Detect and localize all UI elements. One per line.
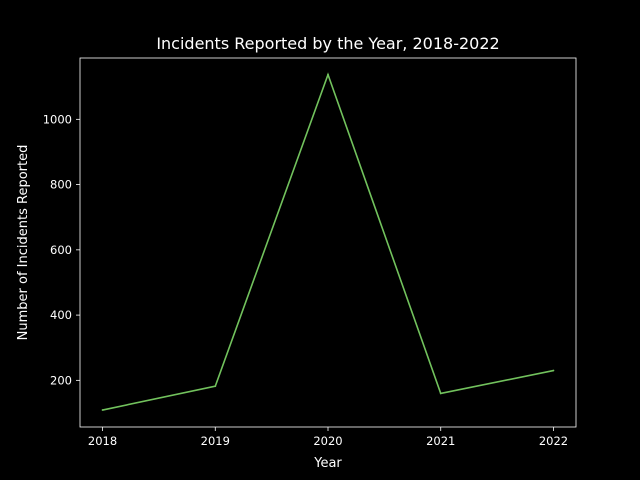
y-axis-label: Number of Incidents Reported — [16, 145, 31, 341]
x-tick-label: 2022 — [539, 434, 568, 448]
y-tick-label: 1000 — [43, 112, 72, 126]
x-tick-label: 2021 — [426, 434, 455, 448]
y-tick-label: 400 — [50, 308, 72, 322]
x-axis-label: Year — [313, 456, 342, 471]
data-point — [552, 369, 555, 372]
data-point — [327, 73, 329, 76]
x-axis: 2018 2019 2020 2021 2022 — [88, 427, 568, 448]
x-tick-label: 2018 — [88, 434, 117, 448]
y-tick-label: 800 — [50, 178, 72, 192]
data-point — [439, 392, 442, 395]
data-point — [101, 409, 104, 411]
y-tick-label: 200 — [50, 373, 72, 387]
chart-title: Incidents Reported by the Year, 2018-202… — [156, 34, 499, 53]
x-tick-label: 2020 — [313, 434, 342, 448]
x-tick-label: 2019 — [201, 434, 230, 448]
y-axis: 200 400 600 800 1000 — [43, 112, 80, 387]
series-layer — [101, 72, 555, 411]
data-point — [214, 385, 217, 388]
y-tick-label: 600 — [50, 243, 72, 257]
